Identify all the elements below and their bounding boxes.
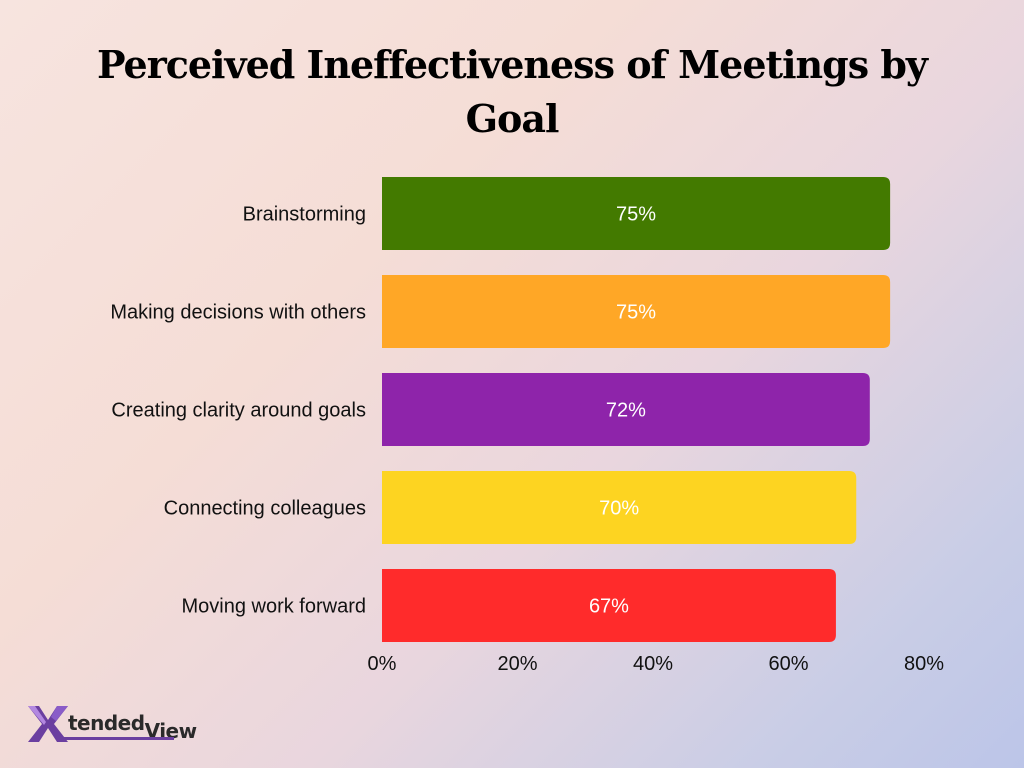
bar	[382, 373, 870, 446]
x-tick-label: 20%	[497, 653, 537, 675]
data-label: 75%	[616, 204, 656, 226]
category-label: Brainstorming	[243, 204, 366, 226]
bar	[382, 275, 891, 348]
category-label: Making decisions with others	[110, 302, 366, 324]
logo-underline	[62, 737, 174, 740]
x-tick-label: 80%	[904, 653, 944, 675]
bar	[382, 471, 857, 544]
x-tick-label: 60%	[768, 653, 808, 675]
brand-logo: tendedView	[26, 702, 216, 748]
category-label: Creating clarity around goals	[111, 400, 366, 422]
x-logo-icon	[28, 706, 68, 742]
chart-title: Perceived Ineffectiveness of Meetings by…	[96, 42, 928, 141]
data-label: 67%	[589, 596, 629, 618]
x-tick-label: 0%	[368, 653, 397, 675]
category-label: Connecting colleagues	[164, 498, 366, 520]
bar	[382, 177, 891, 250]
logo-text: tendedView	[68, 711, 197, 743]
logo-prefix: tended	[68, 711, 145, 735]
data-label: 75%	[616, 302, 656, 324]
data-label: 72%	[606, 400, 646, 422]
category-label: Moving work forward	[181, 596, 366, 618]
bar	[382, 569, 836, 642]
x-tick-label: 40%	[633, 653, 673, 675]
data-label: 70%	[599, 498, 639, 520]
